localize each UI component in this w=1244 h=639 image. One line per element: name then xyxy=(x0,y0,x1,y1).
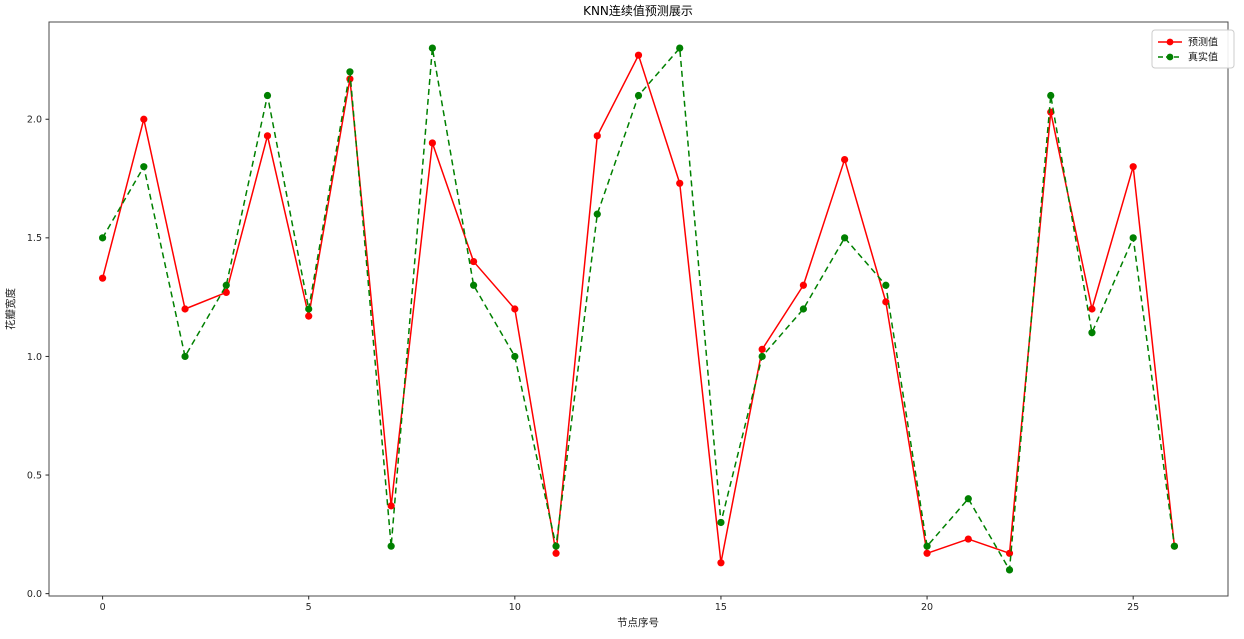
true-series-line xyxy=(101,47,1176,571)
predicted-data-point xyxy=(799,281,807,289)
x-tick-label: 20 xyxy=(921,602,933,613)
true-data-point xyxy=(964,495,972,503)
y-tick-label: 0.5 xyxy=(27,470,42,481)
predicted-data-point xyxy=(222,288,230,296)
true-data-point xyxy=(717,518,725,527)
true-data-point xyxy=(222,281,230,289)
y-axis-label: 花瓣宽度 xyxy=(4,288,17,330)
predicted-data-point xyxy=(1088,305,1096,313)
x-axis-label: 节点序号 xyxy=(617,616,659,629)
true-data-point xyxy=(593,210,601,218)
predicted-data-point xyxy=(882,298,890,306)
true-data-point xyxy=(181,352,189,361)
true-data-point xyxy=(634,91,643,100)
predicted-data-point xyxy=(98,274,107,282)
true-data-point xyxy=(1129,234,1137,242)
true-data-point xyxy=(1170,542,1179,550)
predicted-data-point xyxy=(428,139,436,147)
predicted-data-point xyxy=(387,502,395,510)
legend-label-predicted: 预测值 xyxy=(1188,36,1218,49)
predicted-data-point xyxy=(964,535,972,543)
true-data-point xyxy=(1047,91,1055,100)
predicted-data-point xyxy=(1005,549,1014,557)
x-tick-label: 15 xyxy=(715,602,727,613)
plot-area: 0 5 10 15 20 25 0.0 0.5 1.0 1.5 2.0 xyxy=(27,21,1229,613)
true-data-point xyxy=(346,68,354,76)
predicted-data-point xyxy=(552,549,560,557)
y-tick-label: 1.0 xyxy=(27,352,42,363)
predicted-data-point xyxy=(470,257,478,266)
true-data-point xyxy=(470,281,478,289)
predicted-data-point xyxy=(305,312,313,320)
predicted-data-point xyxy=(717,559,725,567)
x-tick-label: 25 xyxy=(1127,602,1139,613)
legend-item-predicted: 预测值 xyxy=(1158,36,1218,49)
true-data-point xyxy=(511,352,519,361)
legend-marker-predicted-icon xyxy=(1166,38,1174,46)
x-tick-label: 0 xyxy=(100,602,106,613)
predicted-data-point xyxy=(263,132,272,140)
true-data-point xyxy=(98,234,107,242)
true-data-point xyxy=(387,542,395,550)
true-data-point xyxy=(676,44,684,52)
predicted-series-line xyxy=(101,54,1176,564)
x-tick-label: 5 xyxy=(306,602,312,613)
y-tick-label: 0.0 xyxy=(27,589,42,600)
true-data-point xyxy=(140,163,148,171)
chart-title: KNN连续值预测展示 xyxy=(583,3,693,18)
true-data-point xyxy=(923,542,931,550)
predicted-data-point xyxy=(758,345,766,353)
true-data-point xyxy=(552,542,560,550)
y-tick-label: 2.0 xyxy=(27,115,42,126)
predicted-data-point xyxy=(841,155,849,164)
x-tick-label: 10 xyxy=(509,602,521,613)
true-data-point xyxy=(305,305,313,313)
legend-item-true: 真实值 xyxy=(1158,51,1218,64)
true-data-point xyxy=(882,281,890,289)
true-data-point xyxy=(1005,566,1014,574)
predicted-data-point xyxy=(511,305,519,313)
predicted-data-point xyxy=(140,115,148,123)
predicted-data-point xyxy=(634,51,643,59)
true-data-point xyxy=(758,352,766,361)
legend-marker-true-icon xyxy=(1166,53,1174,61)
true-data-point xyxy=(428,44,436,52)
predicted-data-point xyxy=(181,305,189,313)
y-tick-label: 1.5 xyxy=(27,233,42,244)
predicted-data-point xyxy=(1129,163,1137,171)
true-data-point xyxy=(1088,329,1096,337)
predicted-data-point xyxy=(593,132,601,140)
axes-spines xyxy=(48,21,1229,597)
true-data-point xyxy=(263,91,272,100)
legend-label-true: 真实值 xyxy=(1188,51,1218,64)
true-data-point xyxy=(841,234,849,242)
predicted-data-point xyxy=(676,179,684,187)
legend: 预测值 真实值 xyxy=(1151,29,1235,69)
true-data-point xyxy=(799,305,807,313)
predicted-data-point xyxy=(923,549,931,557)
